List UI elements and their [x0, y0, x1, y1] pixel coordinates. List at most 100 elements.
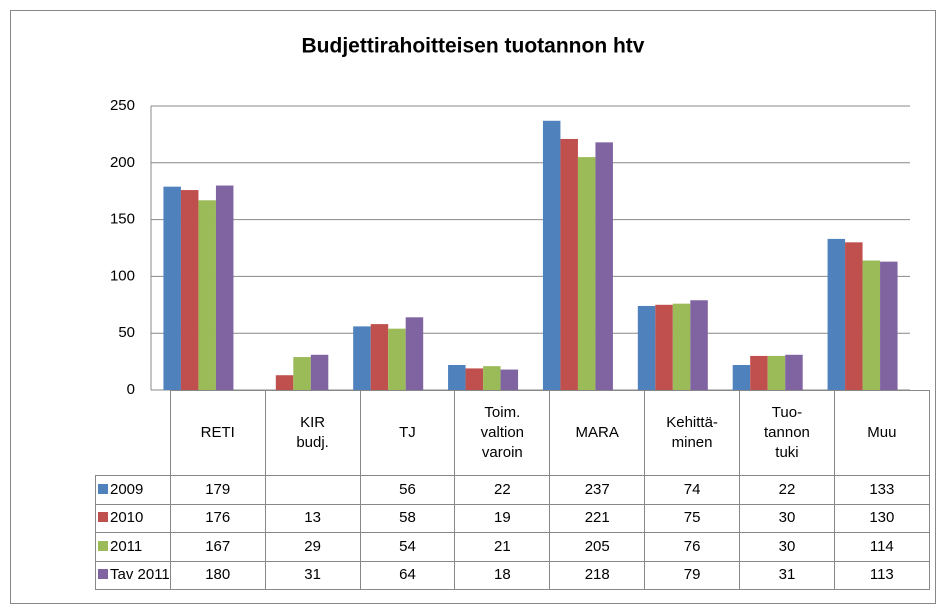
data-label: 205 — [549, 532, 646, 562]
bar — [732, 365, 751, 390]
bar — [500, 369, 519, 390]
y-tick-label: 250 — [110, 97, 135, 114]
bar — [785, 354, 803, 390]
data-label: 30 — [739, 532, 835, 562]
data-label: 180 — [169, 560, 266, 590]
data-label: 113 — [833, 560, 930, 590]
bar — [542, 120, 561, 390]
bar — [690, 300, 708, 390]
category-label: TJ — [359, 390, 456, 476]
data-label: 31 — [264, 560, 361, 590]
bar — [672, 303, 691, 390]
data-label: 237 — [549, 475, 646, 505]
bar — [293, 357, 311, 390]
category-label: MARA — [549, 390, 646, 476]
data-label: 64 — [359, 560, 456, 590]
y-tick-label: 150 — [110, 211, 135, 228]
y-tick-label: 0 — [127, 381, 135, 398]
header-row: RETI KIR budj. TJ Toim. valtion varoin MARA K… — [95, 390, 930, 476]
legend-cell: 2011 — [95, 532, 171, 562]
data-label: 58 — [359, 503, 456, 533]
bar — [353, 326, 371, 390]
bar — [827, 238, 846, 390]
category-label: Muu — [833, 390, 930, 476]
category-label: Toim. valtion varoin — [454, 390, 551, 476]
bar — [483, 366, 501, 390]
data-label: 176 — [169, 503, 266, 533]
bar — [560, 138, 578, 390]
data-label: 133 — [833, 475, 930, 505]
bar — [448, 365, 466, 390]
legend-key — [98, 540, 108, 551]
data-label: 54 — [359, 532, 456, 562]
bar — [880, 261, 898, 390]
bar — [637, 305, 656, 390]
bar — [310, 354, 329, 390]
bar — [465, 368, 484, 390]
data-label: 114 — [833, 532, 930, 562]
data-label: 75 — [644, 503, 741, 533]
bar — [370, 324, 389, 390]
bar — [405, 317, 424, 390]
legend-cell: 2010 — [95, 503, 171, 533]
data-label: 74 — [644, 475, 741, 505]
bar — [215, 185, 234, 390]
data-label: 167 — [169, 532, 266, 562]
bar — [845, 242, 863, 390]
bar — [198, 200, 216, 390]
bar — [750, 355, 768, 390]
bar — [388, 328, 406, 390]
bar — [767, 355, 786, 390]
data-label: 22 — [454, 475, 551, 505]
y-tick-label: 100 — [110, 267, 135, 284]
bar — [862, 260, 881, 390]
legend-cell: Tav 2011 — [95, 560, 171, 590]
data-table: RETI KIR budj. TJ Toim. valtion varoin MARA K… — [95, 390, 930, 590]
bar — [577, 157, 596, 390]
data-label: 29 — [264, 532, 361, 562]
data-label: 22 — [739, 475, 835, 505]
category-label: Kehittä- minen — [644, 390, 741, 476]
category-label: Tuo- tannon tuki — [739, 390, 835, 476]
data-label: 76 — [644, 532, 741, 562]
legend-label: 2011 — [110, 537, 143, 555]
data-label: 221 — [549, 503, 646, 533]
data-label: 56 — [359, 475, 456, 505]
data-label: 21 — [454, 532, 551, 562]
data-label: 30 — [739, 503, 835, 533]
data-label: 18 — [454, 560, 551, 590]
data-label: 79 — [644, 560, 741, 590]
series-row: Tav 2011 180 31 64 18 218 79 31 113 — [95, 560, 930, 590]
legend-cell: 2009 — [95, 475, 171, 505]
bar — [180, 190, 199, 390]
bar — [655, 304, 673, 390]
chart-frame — [10, 10, 936, 604]
category-label: KIR budj. — [264, 390, 361, 476]
series-row: 2009 179 56 22 237 74 22 133 — [95, 475, 930, 505]
series-row: 2011 167 29 54 21 205 76 30 114 — [95, 532, 930, 562]
data-label: 13 — [264, 503, 361, 533]
data-label: 130 — [833, 503, 930, 533]
y-tick-label: 50 — [118, 324, 135, 341]
series-row: 2010 176 13 58 19 221 75 30 130 — [95, 503, 930, 533]
category-label: RETI — [169, 390, 266, 476]
data-label: 31 — [739, 560, 835, 590]
corner-cell — [95, 390, 171, 476]
data-label: 179 — [169, 475, 266, 505]
legend-label: 2009 — [110, 480, 144, 498]
bar — [275, 375, 294, 390]
bar — [163, 186, 181, 390]
chart-title: Budjettirahoitteisen tuotannon htv — [302, 35, 645, 58]
data-label: 19 — [454, 503, 551, 533]
bar — [595, 142, 613, 390]
data-label — [264, 475, 361, 505]
legend-label: 2010 — [110, 509, 144, 527]
data-label: 218 — [549, 560, 646, 590]
y-tick-label: 200 — [110, 154, 135, 171]
legend-label: Tav 2011 — [110, 566, 170, 584]
legend-key — [98, 483, 108, 494]
legend-key — [98, 569, 108, 580]
legend-key — [98, 512, 108, 523]
